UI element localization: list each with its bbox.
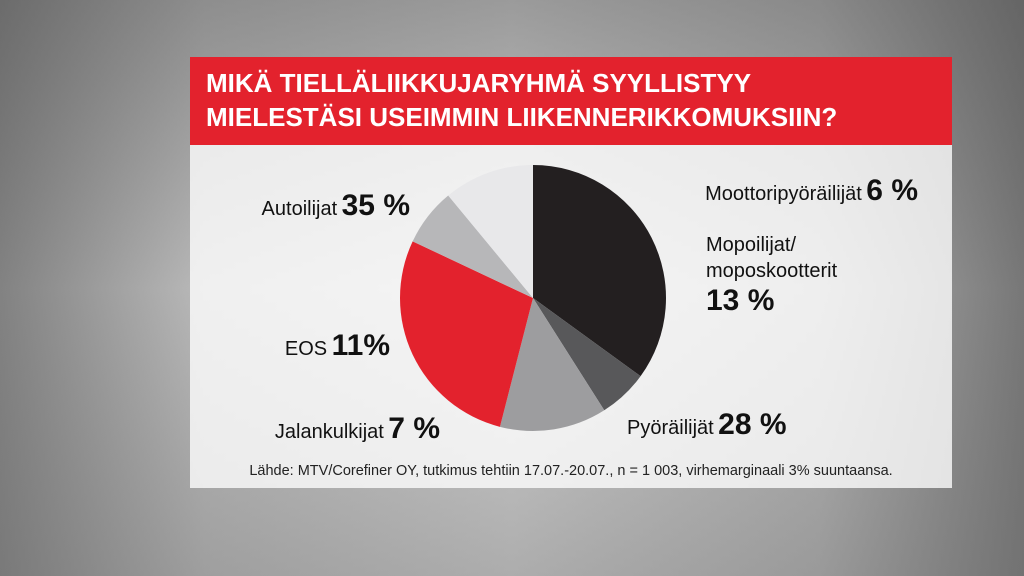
source-note: Lähde: MTV/Corefiner OY, tutkimus tehtii…: [249, 463, 893, 479]
header: MIKÄ TIELLÄLIIKKUJARYHMÄ SYYLLISTYY MIEL…: [190, 57, 952, 145]
pie-chart: [400, 165, 666, 432]
pie-slice: [448, 165, 533, 298]
value-label: 11%: [331, 329, 390, 362]
category-label: Autoilijat: [261, 198, 338, 220]
value-label: 13 %: [706, 284, 775, 317]
slice-label: EOS 11%: [285, 330, 390, 363]
pie-slice: [533, 165, 666, 377]
category-label: EOS: [284, 338, 328, 360]
pie-slice: [412, 195, 533, 298]
value-label: 28 %: [718, 408, 787, 441]
slice-label: Mopoilijat/ moposkootterit 13 %: [706, 233, 837, 318]
pie-slice: [533, 298, 641, 411]
slice-label: Moottoripyöräilijät 6 %: [705, 175, 918, 208]
category-label: Mopoilijat/ moposkootterit: [706, 234, 838, 282]
category-label: Jalankulkijat: [274, 421, 384, 443]
chart-panel: Lähde: MTV/Corefiner OY, tutkimus tehtii…: [190, 145, 952, 488]
slice-label: Autoilijat 35 %: [262, 190, 410, 223]
slice-label: Pyöräilijät 28 %: [627, 409, 787, 442]
value-label: 7 %: [388, 412, 440, 445]
category-label: Pyöräilijät: [627, 417, 714, 439]
pie-slice: [499, 298, 605, 432]
value-label: 6 %: [866, 174, 918, 207]
category-label: Moottoripyöräilijät: [705, 183, 862, 205]
slice-label: Jalankulkijat 7 %: [275, 413, 440, 446]
pie-slice: [400, 241, 533, 427]
value-label: 35 %: [341, 189, 410, 222]
chart-title: MIKÄ TIELLÄLIIKKUJARYHMÄ SYYLLISTYY MIEL…: [206, 68, 838, 132]
